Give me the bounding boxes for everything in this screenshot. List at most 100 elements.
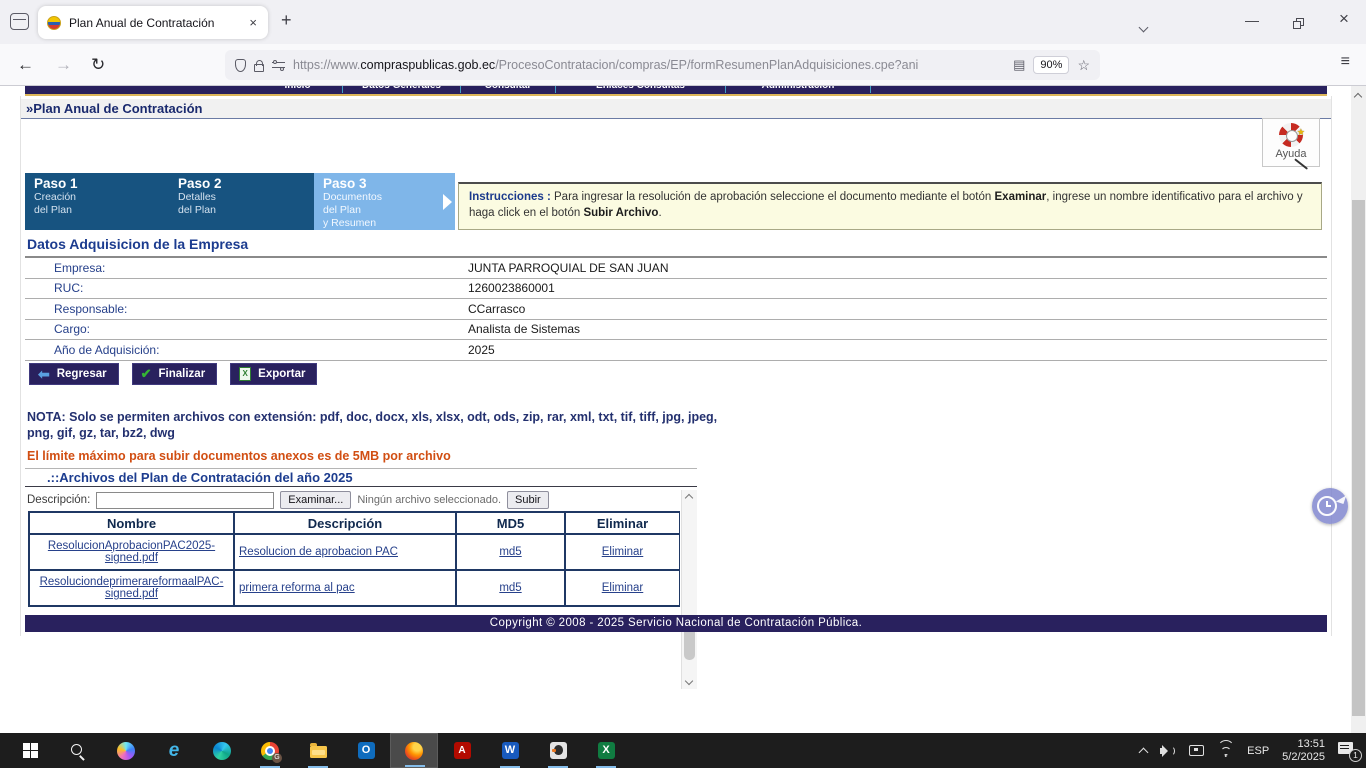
instructions-box: Instrucciones : Para ingresar la resoluc… xyxy=(458,182,1322,230)
taskbar-explorer[interactable] xyxy=(294,733,342,768)
step-2[interactable]: Paso 2 Detalles del Plan xyxy=(169,173,314,230)
file-explorer-icon xyxy=(309,743,327,758)
upload-row: Descripción: Examinar... Ningún archivo … xyxy=(27,490,549,510)
site-favicon-icon xyxy=(47,15,61,30)
help-label: Ayuda xyxy=(1275,148,1307,160)
word-icon: W xyxy=(501,742,519,759)
taskbar-ie[interactable]: e xyxy=(150,733,198,768)
step-arrow-icon xyxy=(443,194,452,210)
minimize-button[interactable]: — xyxy=(1245,12,1259,28)
lock-icon[interactable] xyxy=(254,59,264,72)
site-container xyxy=(20,96,1332,636)
volume-icon[interactable] xyxy=(1160,744,1176,758)
site-footer: Copyright © 2008 - 2025 Servicio Naciona… xyxy=(25,615,1327,632)
file-row: ResolucionAprobacionPAC2025-signed.pdf R… xyxy=(28,533,680,571)
page-scrollbar[interactable] xyxy=(1351,86,1366,733)
display-icon[interactable] xyxy=(1189,745,1205,756)
browser-tab[interactable]: Plan Anual de Contratación × xyxy=(38,6,268,39)
finalizar-button[interactable]: ✔ Finalizar xyxy=(131,363,218,385)
back-icon[interactable]: ← xyxy=(17,55,34,74)
scrollbar-up-icon[interactable] xyxy=(1353,92,1363,102)
inner-scrollbar[interactable] xyxy=(681,490,697,689)
tray-clock[interactable]: 13:51 5/2/2025 xyxy=(1282,738,1325,764)
help-button[interactable]: Ayuda xyxy=(1262,118,1320,171)
col-descripcion: Descripción xyxy=(233,511,457,535)
taskbar-firefox-active[interactable] xyxy=(390,733,438,768)
page-scrollbar-thumb[interactable] xyxy=(1352,200,1365,716)
eliminar-link[interactable]: Eliminar xyxy=(601,546,644,558)
wifi-icon[interactable] xyxy=(1217,740,1235,757)
md5-link[interactable]: md5 xyxy=(499,582,522,594)
reader-view-icon[interactable]: ▤ xyxy=(1013,57,1026,72)
nav-item-enlaces-consultas[interactable]: Enlaces Consultas xyxy=(556,86,726,93)
file-name-link[interactable]: ResoluciondeprimerareformaalPAC-signed.p… xyxy=(39,576,224,600)
reload-icon[interactable]: ↻ xyxy=(91,55,106,74)
scroll-down-icon[interactable] xyxy=(684,676,694,686)
tabs-list-chevron-icon[interactable] xyxy=(1128,18,1158,34)
nav-item-administracion[interactable]: Administración xyxy=(726,86,871,93)
zoom-indicator[interactable]: 90% xyxy=(1033,56,1070,74)
taskbar-excel[interactable]: X xyxy=(582,733,630,768)
file-desc-link[interactable]: Resolucion de aprobacion PAC xyxy=(239,546,398,558)
check-icon: ✔ xyxy=(140,366,152,381)
start-button[interactable] xyxy=(6,733,54,768)
page-viewport: Inicio Datos Generales Consultar Enlaces… xyxy=(0,86,1366,733)
scroll-up-icon[interactable] xyxy=(684,493,694,503)
tray-chevron-icon[interactable] xyxy=(1138,747,1149,757)
internet-explorer-icon: e xyxy=(168,739,180,761)
exportar-button[interactable]: X Exportar xyxy=(230,363,318,385)
descripcion-label: Descripción: xyxy=(27,494,91,506)
inner-scrollbar-thumb[interactable] xyxy=(684,620,695,660)
nav-item-inicio[interactable]: Inicio xyxy=(253,86,343,93)
start-icon xyxy=(22,743,38,758)
edge-icon xyxy=(213,741,231,760)
step-3-active[interactable]: Paso 3 Documentos del Plan y Resumen xyxy=(314,173,455,230)
permissions-icon[interactable] xyxy=(272,60,285,71)
language-indicator[interactable]: ESP xyxy=(1247,744,1270,757)
nav-item-consultar[interactable]: Consultar xyxy=(461,86,556,93)
help-lifebuoy-icon xyxy=(1279,123,1305,147)
regresar-button[interactable]: ⬅ Regresar xyxy=(29,363,119,385)
files-table: Nombre Descripción MD5 Eliminar Resoluci… xyxy=(28,511,680,607)
file-desc-link[interactable]: primera reforma al pac xyxy=(239,582,355,594)
tracking-shield-icon[interactable] xyxy=(235,58,246,72)
page-title: »Plan Anual de Contratación xyxy=(26,101,203,116)
bookmark-star-icon[interactable]: ☆ xyxy=(1077,56,1090,73)
taskbar-acrobat[interactable]: A xyxy=(438,733,486,768)
new-tab-button[interactable]: + xyxy=(281,10,292,30)
step-1[interactable]: Paso 1 Creación del Plan xyxy=(25,173,169,230)
taskbar-word[interactable]: W xyxy=(486,733,534,768)
no-file-text: Ningún archivo seleccionado. xyxy=(357,494,502,506)
close-button[interactable]: × xyxy=(1339,9,1349,28)
chrome-profile-badge: G xyxy=(272,752,282,763)
taskbar-outlook[interactable]: O xyxy=(342,733,390,768)
menu-icon[interactable]: ≡ xyxy=(1340,53,1350,70)
md5-link[interactable]: md5 xyxy=(499,546,522,558)
notification-icon[interactable]: 1 xyxy=(1338,741,1362,762)
examinar-button[interactable]: Examinar... xyxy=(280,491,352,509)
table-row: RUC: 1260023860001 xyxy=(25,279,1327,299)
tab-close-icon[interactable]: × xyxy=(249,15,257,30)
eliminar-link[interactable]: Eliminar xyxy=(601,582,644,594)
system-tray: ESP 13:51 5/2/2025 1 xyxy=(1138,733,1362,768)
instructions-label: Instrucciones : xyxy=(469,191,551,203)
restore-button[interactable] xyxy=(1283,16,1313,32)
tab-bar: Plan Anual de Contratación × + — × xyxy=(0,0,1366,44)
table-row: Año de Adquisición: 2025 xyxy=(25,340,1327,361)
nav-item-datos-generales[interactable]: Datos Generales xyxy=(343,86,461,93)
taskbar-copilot[interactable] xyxy=(102,733,150,768)
taskbar-chrome[interactable]: G xyxy=(246,733,294,768)
table-row: Empresa: JUNTA PARROQUIAL DE SAN JUAN xyxy=(25,258,1327,279)
descripcion-input[interactable] xyxy=(96,491,275,509)
firefox-view-icon[interactable] xyxy=(10,13,29,30)
clock-overlay-icon[interactable] xyxy=(1312,488,1348,524)
tab-title: Plan Anual de Contratación xyxy=(69,15,215,30)
taskbar-edge[interactable] xyxy=(198,733,246,768)
taskbar-search[interactable] xyxy=(54,733,102,768)
subir-button[interactable]: Subir xyxy=(507,491,549,509)
action-buttons: ⬅ Regresar ✔ Finalizar X Exportar xyxy=(29,363,318,385)
firefox-icon xyxy=(405,741,423,760)
url-bar[interactable]: https://www.compraspublicas.gob.ec/Proce… xyxy=(225,50,1100,80)
taskbar-utility[interactable] xyxy=(534,733,582,768)
file-name-link[interactable]: ResolucionAprobacionPAC2025-signed.pdf xyxy=(47,540,216,564)
